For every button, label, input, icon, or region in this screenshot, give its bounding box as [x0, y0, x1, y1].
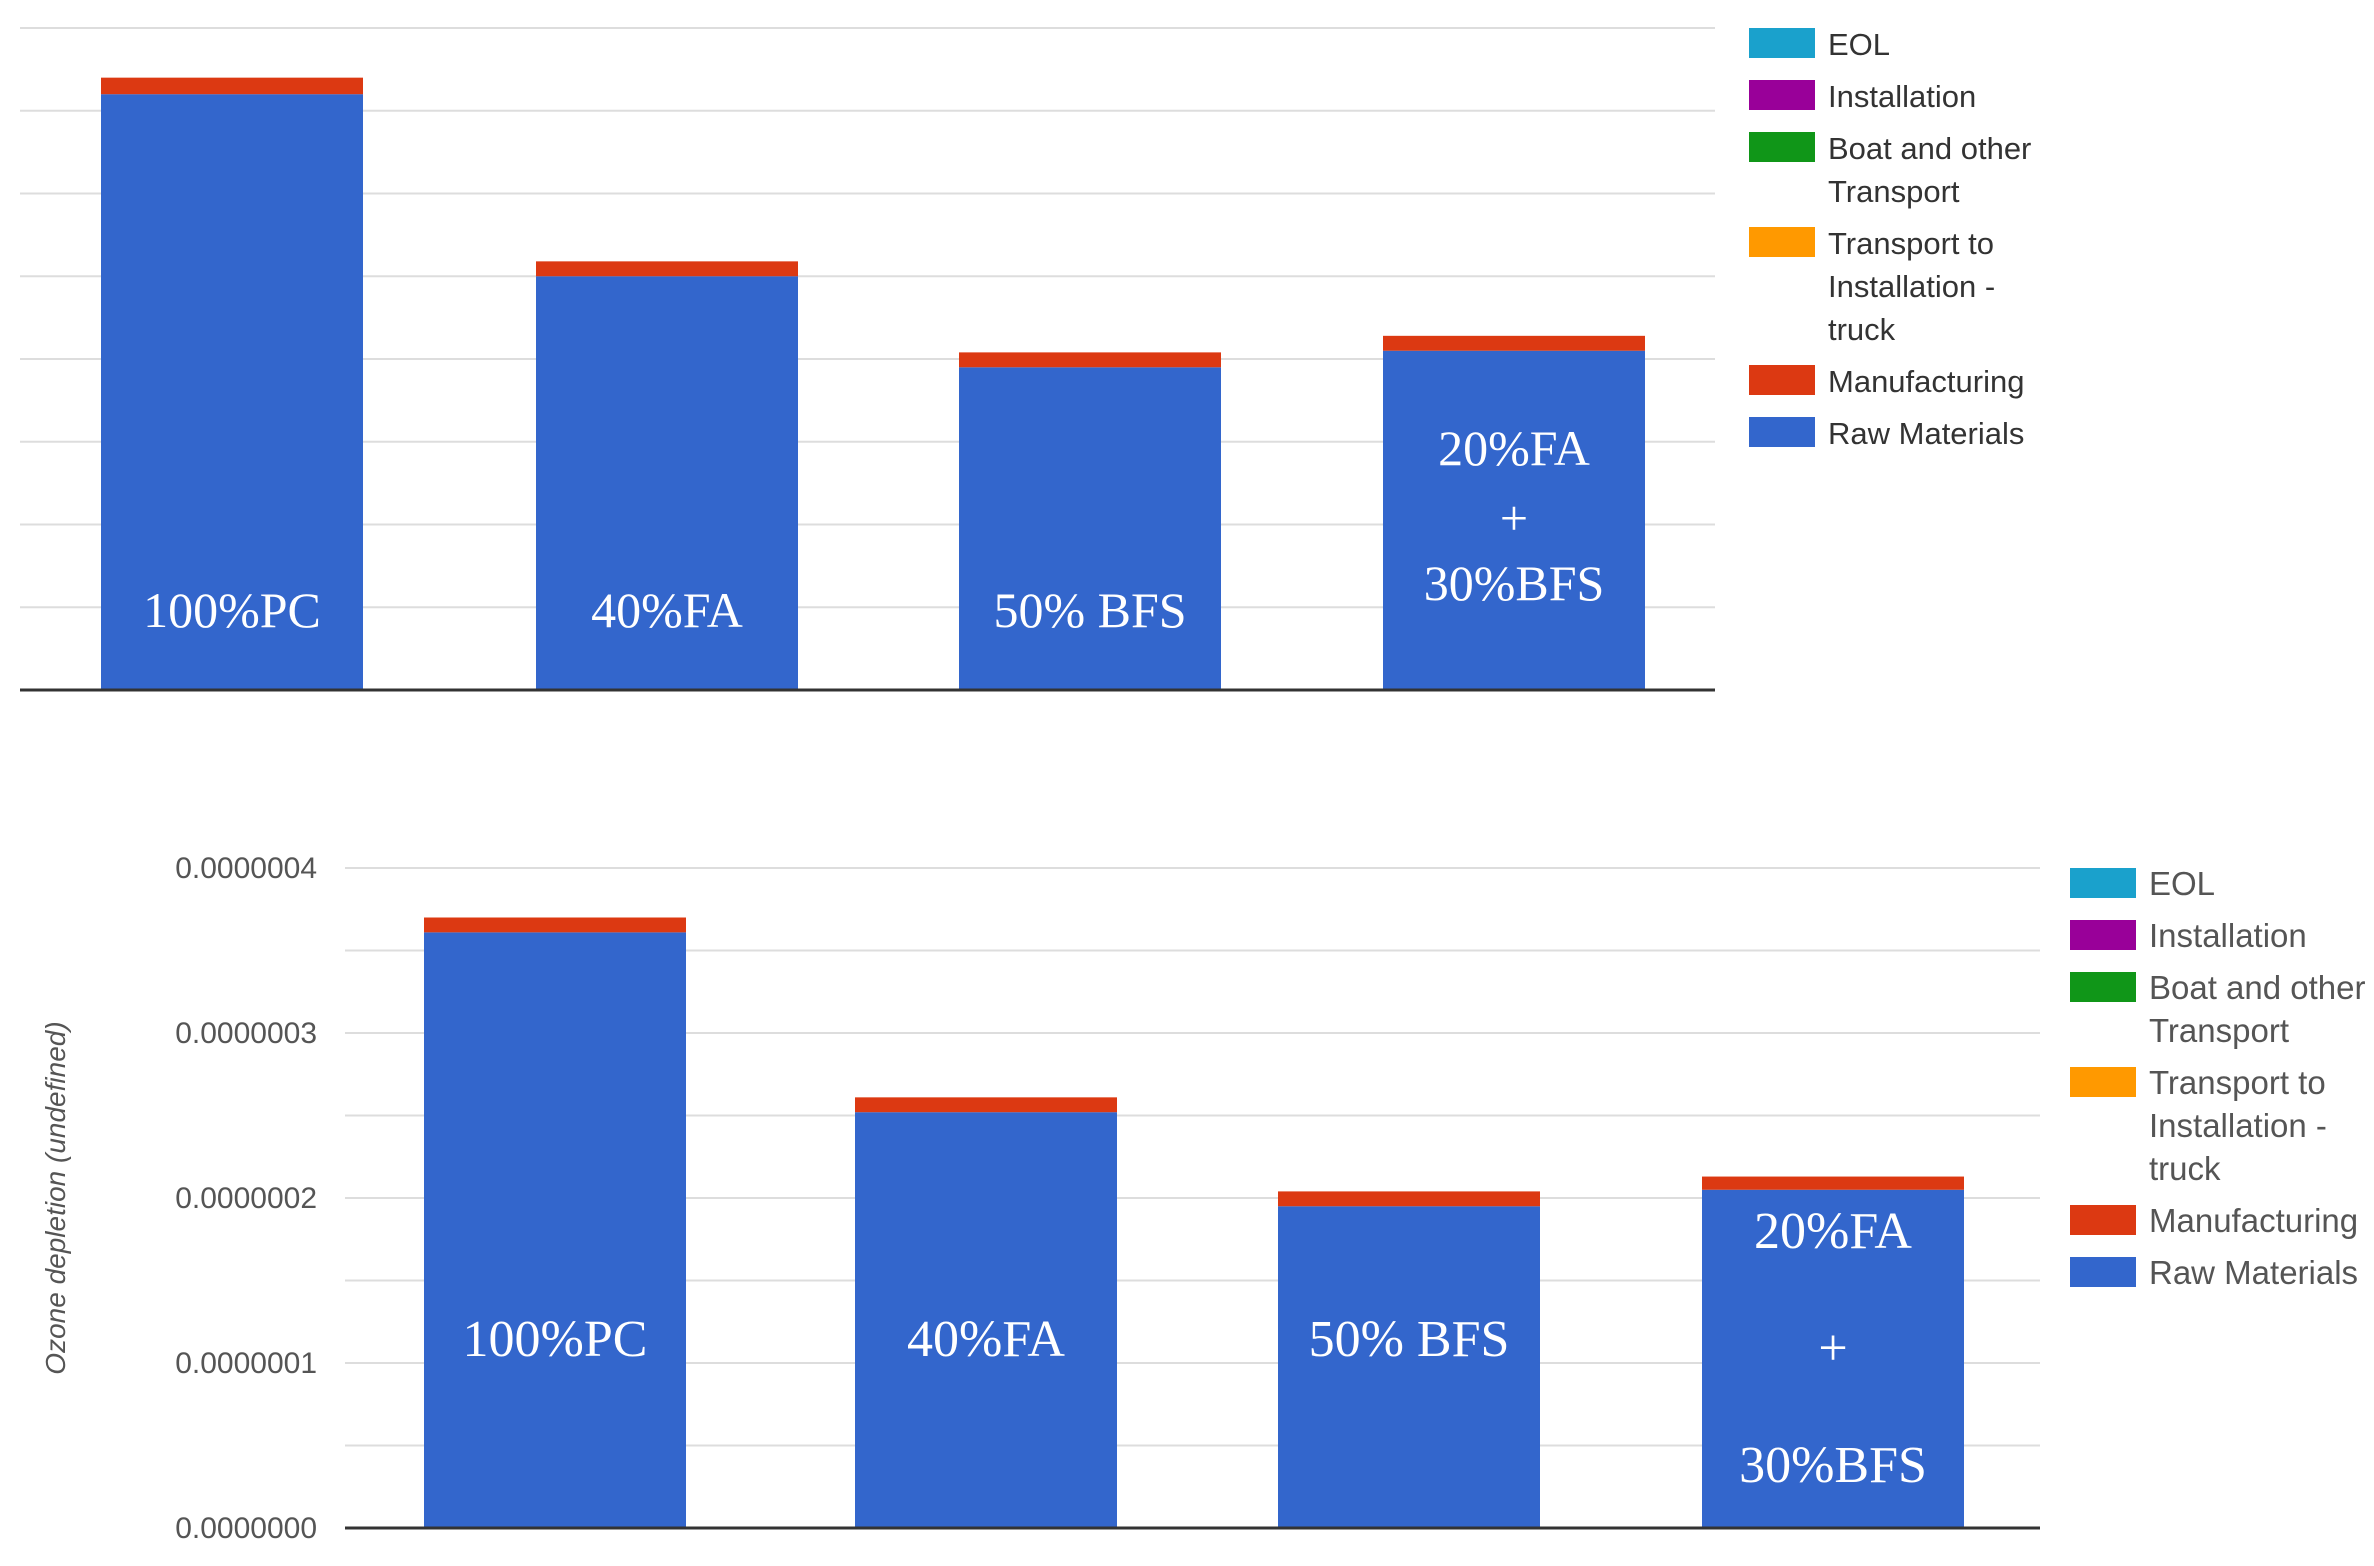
y-tick-label: 0.0000004: [175, 852, 317, 885]
legend-swatch-raw-materials: [1749, 417, 1815, 447]
bar-label: 20%FA: [1754, 1203, 1912, 1260]
bar-label: 30%BFS: [1424, 555, 1605, 611]
legend-swatch-eol: [2070, 868, 2136, 898]
legend-swatch-boat-and-other-transport: [2070, 972, 2136, 1002]
bar-label: 40%FA: [591, 582, 743, 638]
bar-label: 20%FA: [1438, 420, 1590, 476]
legend-label: Boat and other: [1828, 131, 2031, 166]
bar-segment-manufacturing: [1702, 1176, 1964, 1190]
legend-swatch-installation: [2070, 920, 2136, 950]
bar-label: +: [1500, 490, 1528, 546]
y-tick-label: 0.0000001: [175, 1347, 317, 1380]
bar-segment-raw-materials: [101, 94, 363, 690]
legend-label: Transport to: [2149, 1064, 2326, 1101]
y-tick-label: 0.0000002: [175, 1182, 317, 1215]
legend-label: Installation -: [1828, 269, 1995, 304]
legend-swatch-transport-to-installation-truck: [1749, 227, 1815, 257]
bar-segment-manufacturing: [1278, 1191, 1540, 1207]
top-stacked-bar-chart: 100%PC 40%FA 50% BFS 20%FA +30%BFS EOL Install…: [20, 27, 2031, 692]
legend-swatch-installation: [1749, 80, 1815, 110]
bar-segment-manufacturing: [101, 77, 363, 95]
legend-swatch-eol: [1749, 28, 1815, 58]
bar-label: 30%BFS: [1739, 1437, 1927, 1494]
legend-label: truck: [1828, 312, 1896, 347]
legend-label: Manufacturing: [1828, 364, 2024, 399]
bar-segment-raw-materials: [1383, 350, 1645, 690]
legend-label: Installation -: [2149, 1107, 2327, 1144]
y-tick-label: 0.0000003: [175, 1017, 317, 1050]
legend-label: Transport to: [1828, 226, 1994, 261]
legend-label: EOL: [2149, 865, 2215, 902]
legend-label: EOL: [1828, 27, 1890, 62]
bar-label: 100%PC: [143, 582, 321, 638]
bar-segment-manufacturing: [1383, 335, 1645, 351]
legend-label: Manufacturing: [2149, 1202, 2358, 1239]
y-axis-title: Ozone depletion (undefined): [40, 1021, 71, 1374]
legend-swatch-raw-materials: [2070, 1257, 2136, 1287]
bar-segment-raw-materials: [424, 932, 686, 1528]
bar-segment-manufacturing: [536, 261, 798, 277]
legend-label: Raw Materials: [1828, 416, 2024, 451]
bar-segment-raw-materials: [959, 367, 1221, 690]
legend-label: Raw Materials: [2149, 1254, 2358, 1291]
bar-segment-manufacturing: [959, 352, 1221, 368]
legend-label: Transport: [1828, 174, 1960, 209]
bar-label: +: [1818, 1320, 1847, 1377]
legend-label: truck: [2149, 1150, 2221, 1187]
bar-segment-manufacturing: [424, 917, 686, 933]
legend-swatch-manufacturing: [1749, 365, 1815, 395]
bar-segment-raw-materials: [1702, 1189, 1964, 1528]
y-tick-label: 0.0000000: [175, 1512, 317, 1545]
bottom-stacked-bar-chart: 0.0000000 0.0000001 0.0000002 0.0000003 0.00…: [40, 852, 2366, 1545]
legend-swatch-boat-and-other-transport: [1749, 132, 1815, 162]
legend-label: Transport: [2149, 1012, 2289, 1049]
bar-segment-raw-materials: [536, 276, 798, 690]
bar-label: 100%PC: [463, 1311, 648, 1368]
bar-segment-manufacturing: [855, 1097, 1117, 1113]
bar-segment-raw-materials: [855, 1112, 1117, 1528]
bar-label: 50% BFS: [1309, 1311, 1510, 1368]
legend-label: Boat and other: [2149, 969, 2366, 1006]
legend-swatch-manufacturing: [2070, 1205, 2136, 1235]
legend-label: Installation: [1828, 79, 1976, 114]
legend-label: Installation: [2149, 917, 2307, 954]
bar-label: 50% BFS: [993, 582, 1186, 638]
bar-segment-raw-materials: [1278, 1206, 1540, 1528]
legend-swatch-transport-to-installation-truck: [2070, 1067, 2136, 1097]
bar-label: 40%FA: [907, 1311, 1065, 1368]
